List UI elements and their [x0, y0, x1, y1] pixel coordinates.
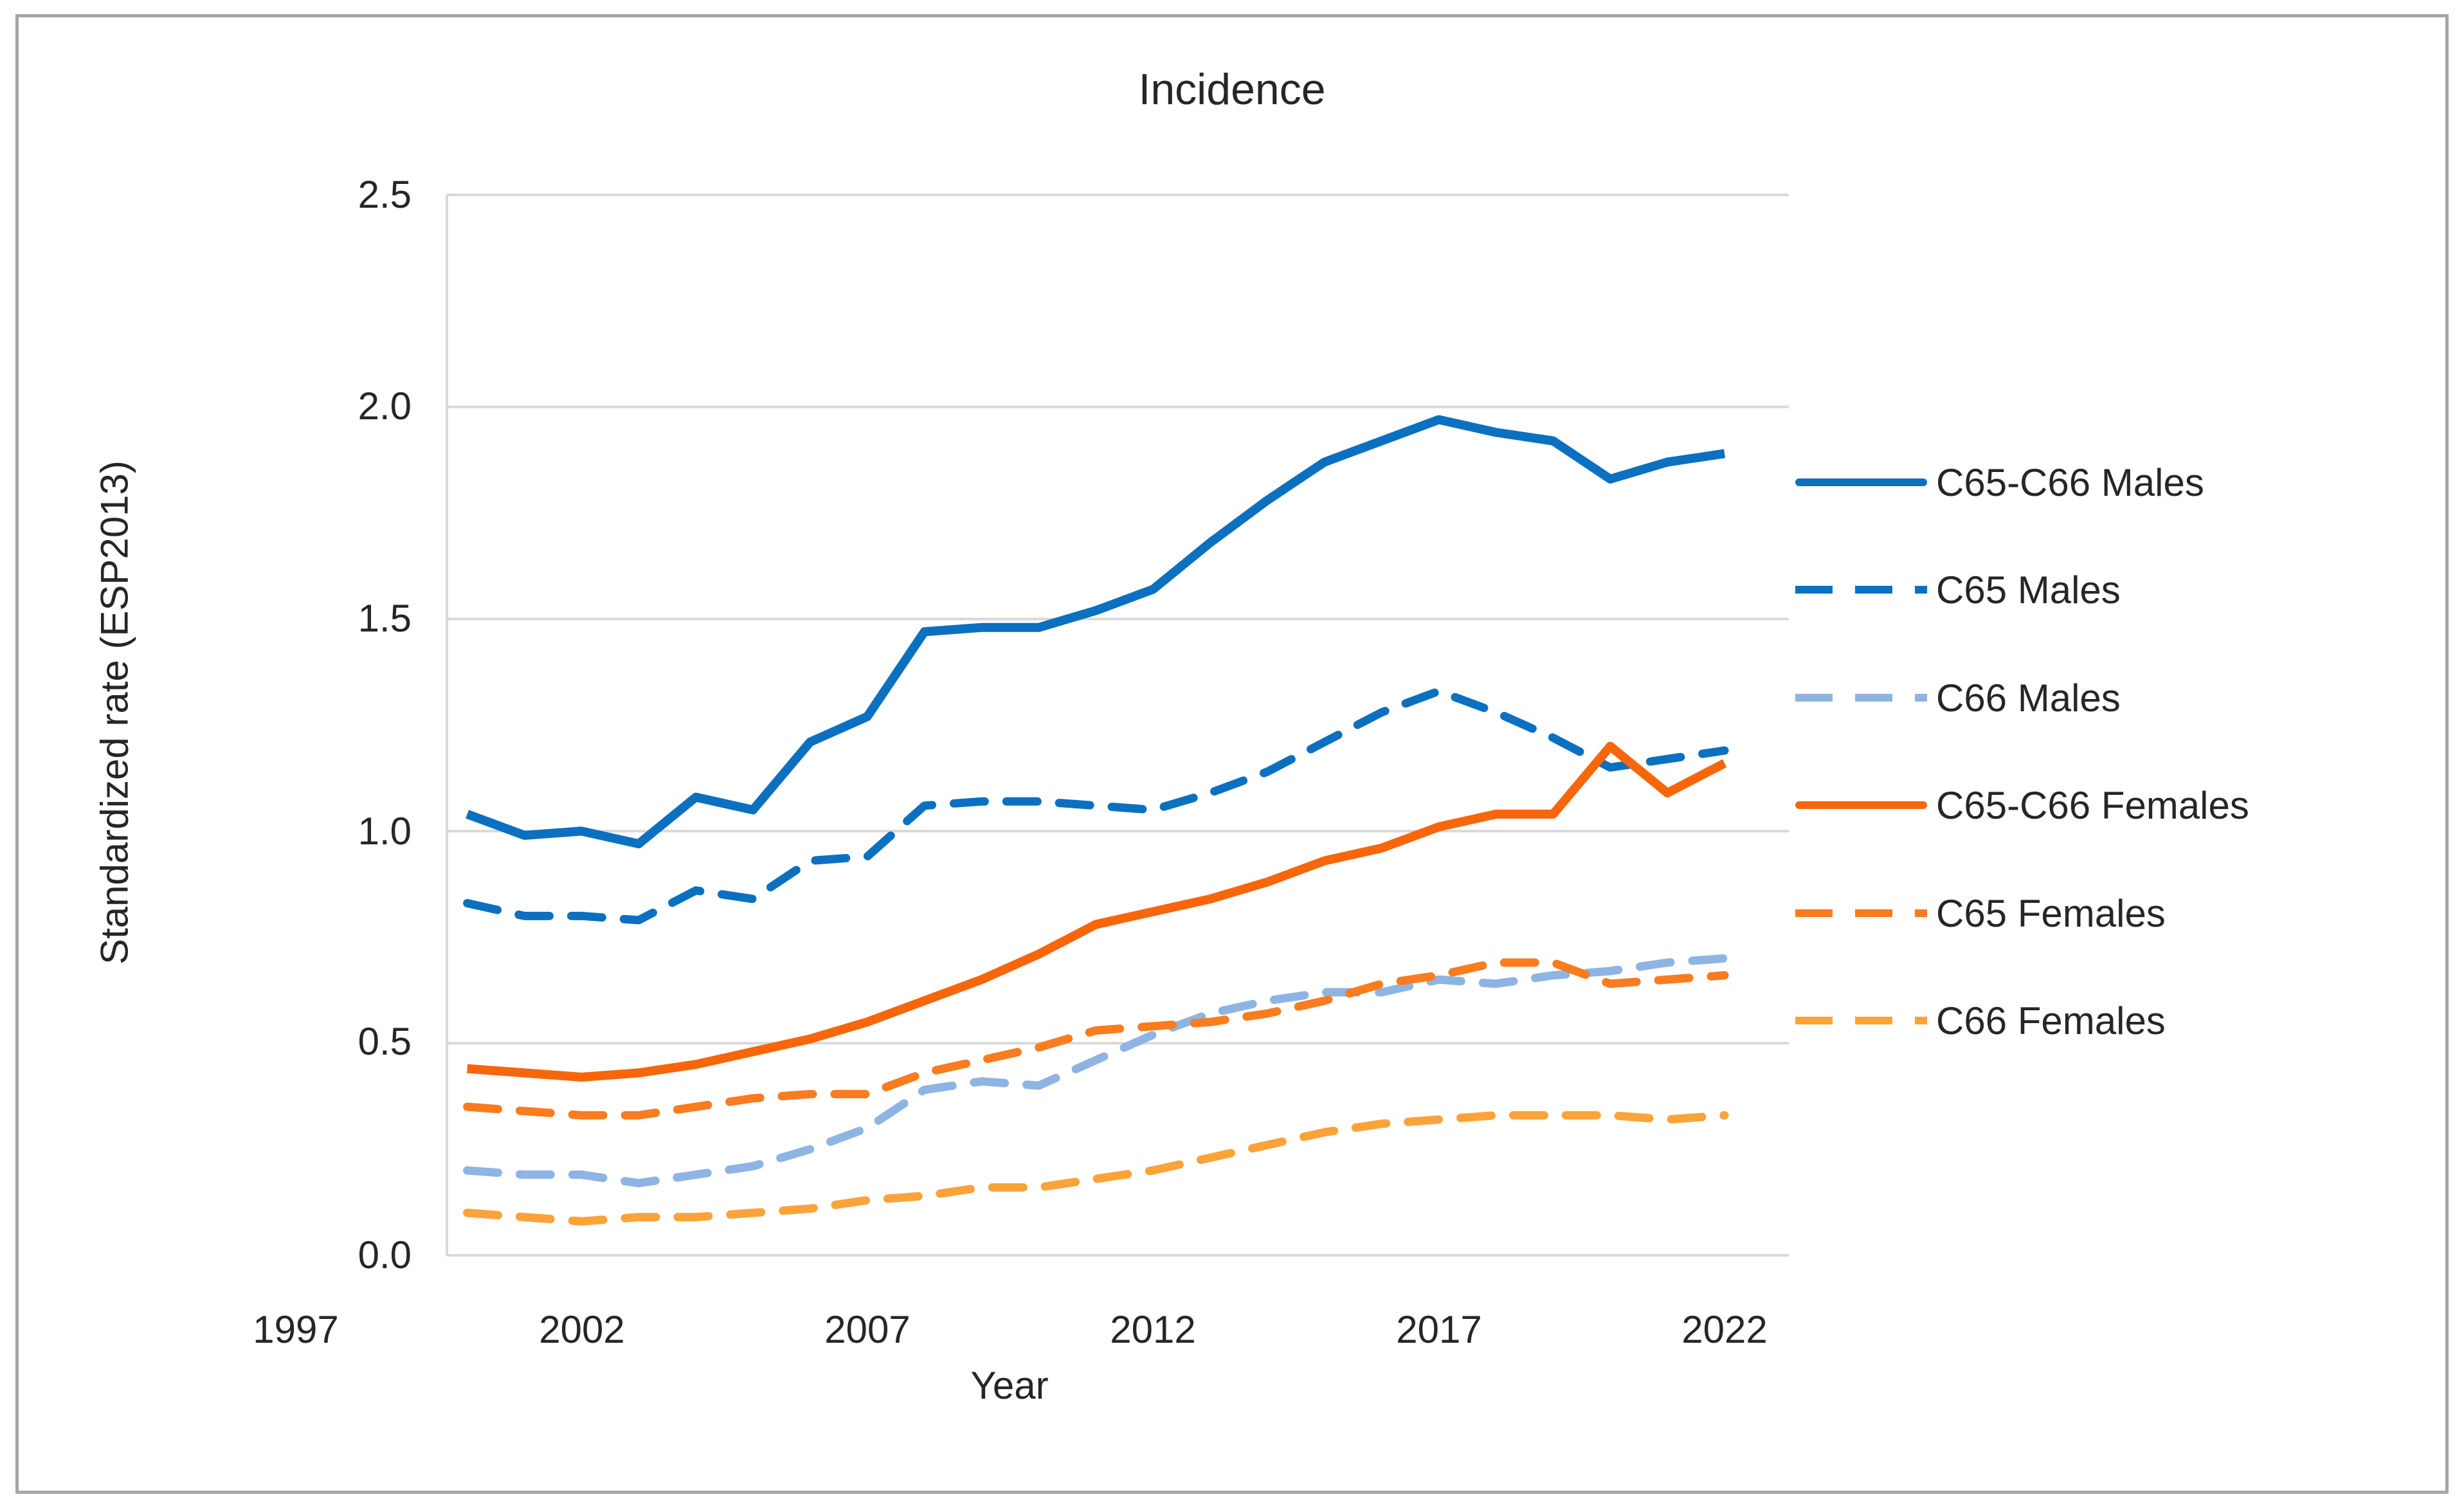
x-tick-label: 2007: [824, 1308, 910, 1351]
y-tick-label: 1.0: [358, 810, 412, 853]
x-tick-label: 2022: [1681, 1308, 1768, 1351]
legend-line-swatch: [1795, 478, 1927, 486]
legend-line-swatch: [1795, 801, 1927, 809]
series-line-c66-males: [463, 954, 1729, 1188]
legend-label: C65 Females: [1936, 891, 2166, 935]
series-line-c65-females: [463, 958, 1729, 1120]
legend-label: C66 Females: [1936, 999, 2166, 1042]
chart-border-frame: [15, 14, 2449, 1494]
series-line-c66-females: [463, 1111, 1729, 1226]
series-line-c65-c66-females: [467, 741, 1727, 1082]
series-line-c65-c66-males: [466, 415, 1726, 849]
legend-line-swatch: [1795, 1017, 1927, 1024]
x-tick-label: 1997: [253, 1308, 339, 1351]
x-axis-title: Year: [970, 1364, 1049, 1407]
y-tick-label: 1.5: [358, 597, 412, 640]
legend-label: C66 Males: [1936, 676, 2121, 720]
chart-title: Incidence: [1138, 65, 1326, 114]
y-tick-label: 2.0: [358, 385, 412, 428]
series-line-c65-males: [463, 687, 1729, 925]
y-tick-label: 2.5: [358, 173, 412, 216]
legend-label: C65-C66 Males: [1936, 460, 2204, 504]
legend-item: C65-C66 Females: [1795, 779, 2249, 831]
y-tick-label: 0.5: [358, 1020, 412, 1063]
legend-label: C65-C66 Females: [1936, 783, 2249, 827]
legend-line-swatch: [1795, 586, 1927, 594]
legend-item: C66 Males: [1795, 672, 2121, 723]
legend-item: C65 Males: [1795, 564, 2121, 615]
legend-line-swatch: [1795, 694, 1927, 702]
y-axis-title: Standardized rate (ESP2013): [93, 460, 136, 965]
legend-line-swatch: [1795, 909, 1927, 917]
x-tick-label: 2017: [1396, 1308, 1482, 1351]
legend-item: C65-C66 Males: [1795, 457, 2204, 508]
legend-item: C66 Females: [1795, 995, 2166, 1046]
x-tick-label: 2012: [1110, 1308, 1196, 1351]
x-tick-label: 2002: [539, 1308, 625, 1351]
legend-label: C65 Males: [1936, 568, 2121, 612]
legend-item: C65 Females: [1795, 887, 2166, 939]
y-tick-label: 0.0: [358, 1233, 412, 1276]
